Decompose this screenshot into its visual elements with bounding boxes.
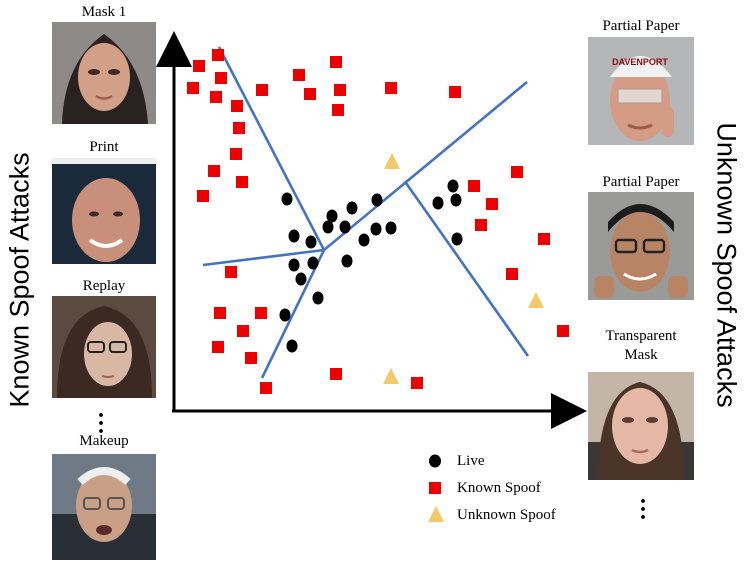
- known-spoof-point: [212, 49, 224, 61]
- known-spoof-point: [330, 56, 342, 68]
- known-spoof-point: [233, 122, 245, 134]
- known-spoof-point: [557, 325, 569, 337]
- known-spoof-point: [193, 60, 205, 72]
- decision-boundaries: [202, 46, 530, 379]
- live-point: [447, 179, 459, 193]
- known-spoof-point: [538, 233, 550, 245]
- legend-live-marker: [429, 454, 441, 468]
- legend-live-label: Live: [457, 453, 485, 469]
- mask1-photo: [52, 22, 156, 124]
- boundary-line: [260, 249, 326, 379]
- print-label: Print: [89, 139, 119, 155]
- transparent-mask-label-line2: Mask: [624, 347, 658, 363]
- mask1-label: Mask 1: [81, 4, 127, 20]
- davenport-banner-text: DAVENPORT: [612, 57, 668, 67]
- live-point: [450, 193, 462, 207]
- boundary-line: [404, 182, 530, 357]
- legend-known-label: Known Spoof: [457, 480, 541, 496]
- known-spoof-point: [475, 219, 487, 231]
- live-points: [279, 179, 463, 353]
- boundary-line: [323, 80, 528, 252]
- legend-unknown-label: Unknown Spoof: [457, 507, 556, 523]
- live-point: [312, 291, 324, 305]
- makeup-label: Makeup: [79, 433, 129, 449]
- known-spoof-point: [256, 84, 268, 96]
- known-more-dots: ...: [98, 397, 104, 439]
- partial-paper-1-label: Partial Paper: [602, 18, 680, 34]
- live-point: [341, 254, 353, 268]
- unknown-spoof-point: [528, 292, 544, 308]
- boundary-line: [202, 248, 325, 267]
- live-point: [295, 272, 307, 286]
- transparent-mask-label-line1: Transparent: [605, 328, 677, 344]
- partial-paper-1-photo: DAVENPORT: [588, 37, 694, 145]
- known-spoof-point: [304, 88, 316, 100]
- known-spoof-point: [255, 307, 267, 319]
- makeup-photo: [52, 454, 156, 560]
- print-photo: [52, 158, 156, 264]
- known-spoof-point: [334, 84, 346, 96]
- live-point: [346, 201, 358, 215]
- known-spoof-points: [187, 49, 569, 394]
- known-spoof-point: [245, 352, 257, 364]
- replay-photo: [52, 296, 156, 398]
- unknown-spoof-point: [383, 368, 399, 384]
- live-point: [385, 221, 397, 235]
- live-point: [286, 339, 298, 353]
- known-spoof-point: [187, 82, 199, 94]
- live-point: [370, 222, 382, 236]
- known-spoof-point: [215, 72, 227, 84]
- live-point: [307, 256, 319, 270]
- partial-paper-2-photo: [588, 192, 694, 300]
- live-point: [358, 233, 370, 247]
- live-point: [279, 308, 291, 322]
- known-spoof-point: [330, 368, 342, 380]
- known-spoof-point: [468, 180, 480, 192]
- live-point: [288, 229, 300, 243]
- transparent-mask-photo: [588, 372, 694, 480]
- known-spoof-point: [197, 190, 209, 202]
- known-spoof-point: [260, 382, 272, 394]
- known-spoof-point: [208, 165, 220, 177]
- unknown-spoof-point: [384, 153, 400, 169]
- known-spoof-point: [506, 268, 518, 280]
- known-spoof-point: [231, 100, 243, 112]
- known-spoof-point: [225, 266, 237, 278]
- known-spoof-point: [293, 69, 305, 81]
- live-point: [432, 196, 444, 210]
- live-point: [339, 220, 351, 234]
- known-spoof-point: [210, 91, 222, 103]
- known-spoof-point: [486, 198, 498, 210]
- known-spoof-point: [236, 176, 248, 188]
- known-spoof-point: [411, 377, 423, 389]
- boundary-line: [217, 46, 326, 251]
- replay-label: Replay: [82, 278, 126, 294]
- legend-known-marker: [429, 482, 441, 494]
- live-point: [451, 232, 463, 246]
- live-point: [305, 235, 317, 249]
- known-spoof-point: [449, 86, 461, 98]
- unknown-more-dots: ...: [640, 483, 646, 525]
- legend-unknown-marker: [428, 506, 444, 522]
- legend: [428, 454, 444, 522]
- live-point: [322, 220, 334, 234]
- known-spoof-point: [214, 307, 226, 319]
- unknown-spoof-points: [383, 153, 544, 384]
- known-spoof-point: [237, 325, 249, 337]
- known-spoof-point: [212, 341, 224, 353]
- partial-paper-2-label: Partial Paper: [602, 174, 680, 190]
- live-point: [371, 193, 383, 207]
- known-spoof-point: [385, 82, 397, 94]
- live-point: [326, 209, 338, 223]
- live-point: [288, 258, 300, 272]
- known-spoof-point: [332, 104, 344, 116]
- known-spoof-point: [511, 166, 523, 178]
- live-point: [281, 192, 293, 206]
- known-spoof-point: [230, 148, 242, 160]
